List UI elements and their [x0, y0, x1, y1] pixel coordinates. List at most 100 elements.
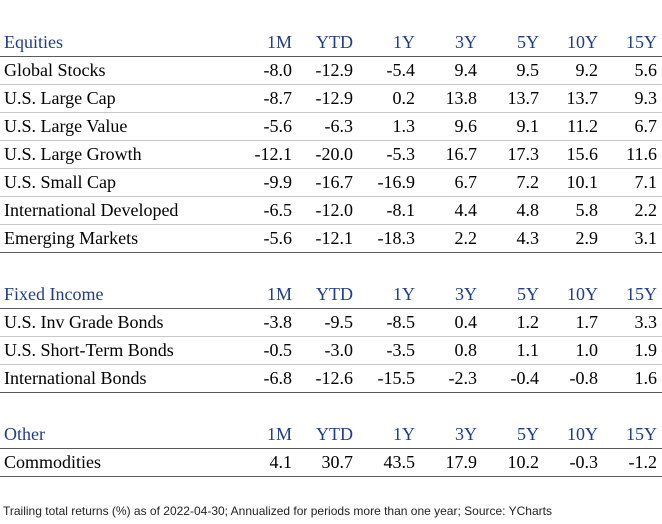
- value-cell: -3.0: [324, 340, 354, 360]
- value-cell: 4.1: [269, 452, 293, 472]
- value-cell: 2.2: [634, 200, 658, 220]
- value-cell: 9.3: [634, 88, 658, 108]
- value-cell: 17.3: [507, 144, 540, 164]
- value-cell: -20.0: [315, 144, 354, 164]
- section-header: Other 1M YTD 1Y 3Y 5Y 10Y 15Y: [0, 421, 662, 449]
- value-cell: 0.8: [454, 340, 478, 360]
- value-cell: 1.1: [516, 340, 540, 360]
- row-label: U.S. Short-Term Bonds: [4, 340, 174, 360]
- value-cell: 3.3: [634, 312, 658, 332]
- table-row: Emerging Markets -5.6 -12.1 -18.3 2.2 4.…: [0, 225, 662, 253]
- column-header-10y: 10Y: [567, 424, 598, 444]
- value-cell: -12.6: [315, 368, 354, 388]
- value-cell: 3.1: [634, 228, 658, 248]
- row-label: International Developed: [4, 200, 179, 220]
- value-cell: 0.4: [454, 312, 478, 332]
- value-cell: -12.1: [315, 228, 354, 248]
- value-cell: 9.5: [516, 60, 540, 80]
- column-header-10y: 10Y: [567, 32, 598, 52]
- section-title: Fixed Income: [4, 284, 104, 304]
- table-row: U.S. Inv Grade Bonds -3.8 -9.5 -8.5 0.4 …: [0, 309, 662, 337]
- value-cell: -5.6: [263, 116, 293, 136]
- column-header-1m: 1M: [266, 32, 292, 52]
- column-header-ytd: YTD: [316, 424, 353, 444]
- value-cell: 1.3: [392, 116, 416, 136]
- value-cell: -12.0: [315, 200, 354, 220]
- column-header-5y: 5Y: [517, 424, 539, 444]
- value-cell: 43.5: [383, 452, 416, 472]
- column-header-1m: 1M: [266, 284, 292, 304]
- value-cell: -6.5: [263, 200, 293, 220]
- value-cell: -0.4: [510, 368, 540, 388]
- value-cell: -9.5: [324, 312, 354, 332]
- value-cell: 9.6: [454, 116, 478, 136]
- table-row: U.S. Small Cap -9.9 -16.7 -16.9 6.7 7.2 …: [0, 169, 662, 197]
- value-cell: 13.8: [445, 88, 478, 108]
- value-cell: 9.2: [575, 60, 599, 80]
- value-cell: 30.7: [321, 452, 354, 472]
- column-header-10y: 10Y: [567, 284, 598, 304]
- table-row: U.S. Large Growth -12.1 -20.0 -5.3 16.7 …: [0, 141, 662, 169]
- fixed-income-section: Fixed Income 1M YTD 1Y 3Y 5Y 10Y 15Y U.S…: [0, 281, 662, 393]
- row-label: U.S. Large Value: [4, 116, 128, 136]
- value-cell: -0.3: [569, 452, 599, 472]
- value-cell: -12.9: [315, 60, 354, 80]
- column-header-5y: 5Y: [517, 32, 539, 52]
- value-cell: -3.5: [386, 340, 416, 360]
- value-cell: -5.6: [263, 228, 293, 248]
- value-cell: 2.9: [575, 228, 599, 248]
- section-header: Fixed Income 1M YTD 1Y 3Y 5Y 10Y 15Y: [0, 281, 662, 309]
- value-cell: 9.1: [516, 116, 540, 136]
- value-cell: -5.4: [386, 60, 416, 80]
- row-label: International Bonds: [4, 368, 147, 388]
- row-label: U.S. Small Cap: [4, 172, 117, 192]
- value-cell: 1.6: [634, 368, 658, 388]
- value-cell: 2.2: [454, 228, 478, 248]
- other-section: Other 1M YTD 1Y 3Y 5Y 10Y 15Y Commoditie…: [0, 421, 662, 477]
- row-label: Global Stocks: [4, 60, 106, 80]
- table-row: Commodities 4.1 30.7 43.5 17.9 10.2 -0.3…: [0, 449, 662, 477]
- table-row: U.S. Short-Term Bonds -0.5 -3.0 -3.5 0.8…: [0, 337, 662, 365]
- source-footnote: Trailing total returns (%) as of 2022-04…: [3, 504, 552, 518]
- value-cell: -6.3: [324, 116, 354, 136]
- value-cell: -18.3: [377, 228, 416, 248]
- value-cell: 5.8: [575, 200, 599, 220]
- column-header-3y: 3Y: [455, 32, 477, 52]
- table-row: U.S. Large Cap -8.7 -12.9 0.2 13.8 13.7 …: [0, 85, 662, 113]
- column-header-3y: 3Y: [455, 284, 477, 304]
- table-row: International Developed -6.5 -12.0 -8.1 …: [0, 197, 662, 225]
- value-cell: -8.5: [386, 312, 416, 332]
- column-header-3y: 3Y: [455, 424, 477, 444]
- section-title: Equities: [4, 32, 63, 52]
- value-cell: -12.1: [254, 144, 293, 164]
- value-cell: -3.8: [263, 312, 293, 332]
- row-label: Commodities: [4, 452, 102, 472]
- column-header-ytd: YTD: [316, 284, 353, 304]
- value-cell: -8.0: [263, 60, 293, 80]
- value-cell: 1.0: [575, 340, 599, 360]
- value-cell: -2.3: [448, 368, 478, 388]
- value-cell: 7.1: [634, 172, 658, 192]
- section-title: Other: [4, 424, 45, 444]
- value-cell: 17.9: [445, 452, 478, 472]
- column-header-ytd: YTD: [316, 32, 353, 52]
- row-label: U.S. Inv Grade Bonds: [4, 312, 164, 332]
- value-cell: 7.2: [516, 172, 540, 192]
- equities-section: Equities 1M YTD 1Y 3Y 5Y 10Y 15Y Global …: [0, 29, 662, 253]
- column-header-5y: 5Y: [517, 284, 539, 304]
- value-cell: 16.7: [445, 144, 478, 164]
- row-label: U.S. Large Growth: [4, 144, 142, 164]
- value-cell: 11.6: [626, 144, 657, 164]
- value-cell: -8.7: [263, 88, 293, 108]
- value-cell: 13.7: [507, 88, 540, 108]
- table-row: U.S. Large Value -5.6 -6.3 1.3 9.6 9.1 1…: [0, 113, 662, 141]
- column-header-15y: 15Y: [626, 32, 657, 52]
- section-header: Equities 1M YTD 1Y 3Y 5Y 10Y 15Y: [0, 29, 662, 57]
- table-row: International Bonds -6.8 -12.6 -15.5 -2.…: [0, 365, 662, 393]
- value-cell: 6.7: [634, 116, 658, 136]
- value-cell: -0.5: [263, 340, 293, 360]
- column-header-1m: 1M: [266, 424, 292, 444]
- row-label: U.S. Large Cap: [4, 88, 116, 108]
- value-cell: 4.8: [516, 200, 540, 220]
- column-header-1y: 1Y: [393, 284, 415, 304]
